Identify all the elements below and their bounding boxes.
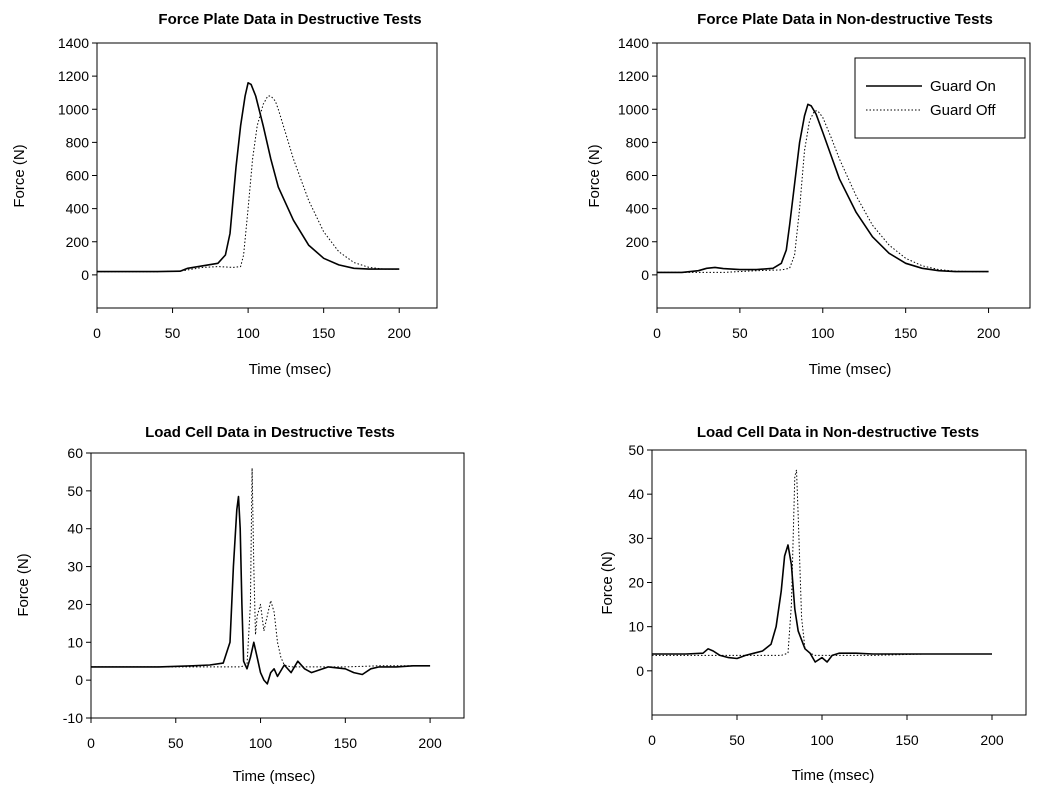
x-tick-label: 100 bbox=[810, 732, 834, 748]
series-line-guard-on bbox=[652, 544, 992, 663]
plot-frame bbox=[96, 42, 438, 309]
series-line-guard-off bbox=[657, 110, 989, 273]
y-tick-label: 30 bbox=[628, 530, 644, 546]
chart-force-plate-nondestructive: Force Plate Data in Non-destructive Test… bbox=[586, 11, 1031, 378]
x-tick-label: 0 bbox=[87, 735, 95, 751]
legend-entry-guard-on: Guard On bbox=[930, 78, 996, 95]
chart-title: Load Cell Data in Destructive Tests bbox=[145, 424, 395, 441]
series-line-guard-off bbox=[652, 469, 992, 656]
y-tick-label: 10 bbox=[67, 634, 83, 650]
chart-title: Force Plate Data in Destructive Tests bbox=[158, 11, 421, 28]
chart-load-cell-nondestructive: Load Cell Data in Non-destructive Tests … bbox=[599, 424, 1027, 784]
x-tick-label: 200 bbox=[418, 735, 442, 751]
y-tick-label: 600 bbox=[66, 168, 90, 184]
x-tick-label: 50 bbox=[168, 735, 184, 751]
x-tick-label: 0 bbox=[648, 732, 656, 748]
x-tick-label: 150 bbox=[894, 325, 918, 341]
y-tick-label: 200 bbox=[626, 234, 650, 250]
y-tick-label: 60 bbox=[67, 445, 83, 461]
x-tick-label: 200 bbox=[977, 325, 1001, 341]
y-tick-label: 50 bbox=[628, 442, 644, 458]
x-tick-label: 50 bbox=[729, 732, 745, 748]
y-tick-label: 20 bbox=[628, 575, 644, 591]
x-tick-label: 100 bbox=[236, 325, 260, 341]
y-tick-label: 1200 bbox=[58, 68, 89, 84]
x-tick-label: 150 bbox=[895, 732, 919, 748]
x-tick-label: 100 bbox=[811, 325, 835, 341]
y-axis-label: Force (N) bbox=[599, 551, 616, 614]
y-tick-label: 600 bbox=[626, 168, 650, 184]
axis-ticks: 0 200 400 600 800 1000 1200 1400 0 50 100 150 200 bbox=[58, 35, 411, 341]
x-axis-label: Time (msec) bbox=[249, 361, 332, 378]
y-axis-label: Force (N) bbox=[15, 553, 32, 616]
series-line-guard-on bbox=[97, 82, 400, 273]
series-line-guard-on bbox=[657, 103, 989, 274]
y-tick-label: 0 bbox=[81, 267, 89, 283]
y-tick-label: 400 bbox=[626, 201, 650, 217]
x-tick-label: 200 bbox=[388, 325, 412, 341]
series-layer bbox=[657, 103, 989, 274]
y-tick-label: 30 bbox=[67, 559, 83, 575]
axis-ticks: 0 10 20 30 40 50 0 50 100 150 200 bbox=[628, 442, 1003, 748]
axis-ticks: 0 200 400 600 800 1000 1200 1400 0 50 100 150 200 bbox=[618, 35, 1001, 341]
legend-entry-guard-off: Guard Off bbox=[930, 102, 996, 119]
plot-frame bbox=[651, 449, 1027, 716]
y-tick-label: 1400 bbox=[618, 35, 649, 51]
y-tick-label: 0 bbox=[641, 267, 649, 283]
y-tick-label: 800 bbox=[66, 134, 90, 150]
series-line-guard-off bbox=[91, 467, 431, 668]
y-tick-label: 20 bbox=[67, 596, 83, 612]
x-axis-label: Time (msec) bbox=[233, 768, 316, 785]
y-tick-label: 1000 bbox=[58, 101, 89, 117]
x-tick-label: 0 bbox=[93, 325, 101, 341]
y-tick-label: 0 bbox=[75, 672, 83, 688]
y-tick-label: 0 bbox=[636, 663, 644, 679]
x-tick-label: 50 bbox=[732, 325, 748, 341]
x-tick-label: 200 bbox=[980, 732, 1004, 748]
y-tick-label: 1200 bbox=[618, 68, 649, 84]
plot-frame bbox=[90, 452, 465, 719]
y-tick-label: 40 bbox=[628, 486, 644, 502]
y-tick-label: 1400 bbox=[58, 35, 89, 51]
x-axis-label: Time (msec) bbox=[792, 767, 875, 784]
y-axis-label: Force (N) bbox=[586, 144, 603, 207]
x-tick-label: 150 bbox=[312, 325, 336, 341]
series-layer bbox=[91, 467, 431, 685]
series-layer bbox=[652, 469, 992, 663]
chart-force-plate-destructive: Force Plate Data in Destructive Tests Ti… bbox=[11, 11, 438, 378]
y-axis-label: Force (N) bbox=[11, 144, 28, 207]
legend: Guard On Guard Off bbox=[854, 57, 1026, 139]
y-tick-label: -10 bbox=[63, 710, 83, 726]
y-tick-label: 400 bbox=[66, 201, 90, 217]
legend-box bbox=[854, 57, 1026, 139]
x-tick-label: 150 bbox=[334, 735, 358, 751]
x-tick-label: 0 bbox=[653, 325, 661, 341]
chart-title: Force Plate Data in Non-destructive Test… bbox=[697, 11, 993, 28]
y-tick-label: 10 bbox=[628, 619, 644, 635]
chart-title: Load Cell Data in Non-destructive Tests bbox=[697, 424, 979, 441]
series-line-guard-off bbox=[97, 95, 400, 273]
series-layer bbox=[97, 82, 400, 273]
chart-load-cell-destructive: Load Cell Data in Destructive Tests Time… bbox=[15, 424, 465, 785]
x-tick-label: 100 bbox=[249, 735, 273, 751]
x-tick-label: 50 bbox=[165, 325, 181, 341]
y-tick-label: 800 bbox=[626, 134, 650, 150]
y-tick-label: 200 bbox=[66, 234, 90, 250]
y-tick-label: 1000 bbox=[618, 101, 649, 117]
y-tick-label: 40 bbox=[67, 521, 83, 537]
y-tick-label: 50 bbox=[67, 483, 83, 499]
series-line-guard-on bbox=[91, 495, 431, 685]
x-axis-label: Time (msec) bbox=[809, 361, 892, 378]
